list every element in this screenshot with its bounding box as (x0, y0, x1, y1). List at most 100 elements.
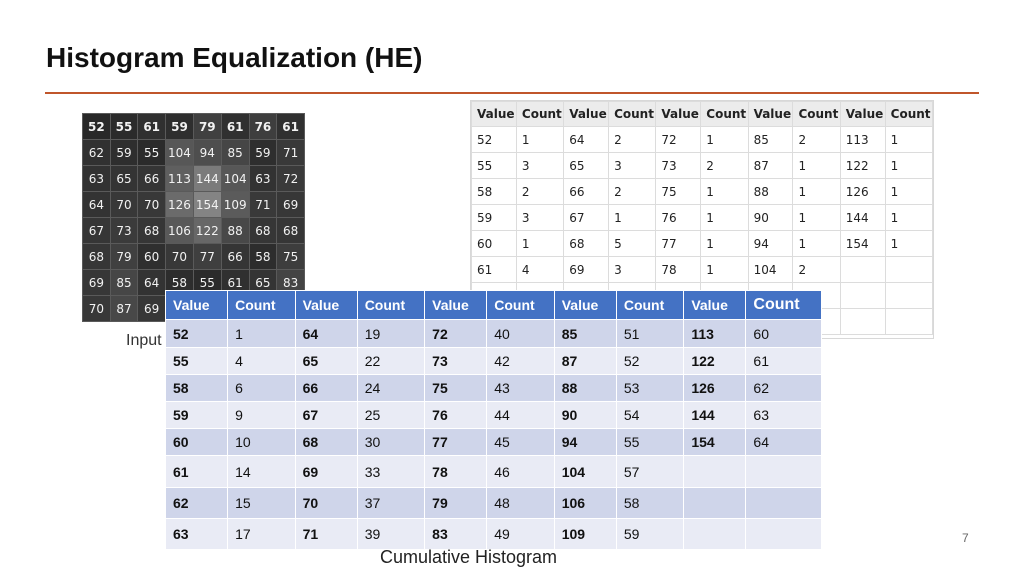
cumulative-histogram-table: Value Count Value Count Value Count Value Count… (164, 290, 822, 550)
image-row: 62 59 55 104 94 85 59 71 (82, 139, 305, 166)
pixel-cell: 71 (276, 139, 305, 166)
cumulative-header-cell: Count (615, 290, 685, 320)
cumulative-count-cell: 14 (227, 455, 296, 488)
histogram-cell: 1 (884, 126, 933, 153)
cumulative-value-cell: 60 (164, 428, 229, 456)
page-number: 7 (962, 531, 969, 545)
histogram-header-cell: Count (884, 101, 933, 127)
cumulative-count-cell: 51 (615, 319, 685, 348)
pixel-cell: 61 (137, 113, 167, 140)
histogram-cell: 85 (747, 126, 794, 153)
histogram-row: 61 4 69 3 78 1 104 2 (471, 256, 933, 283)
histogram-cell: 68 (563, 230, 610, 257)
pixel-cell: 113 (165, 165, 194, 192)
histogram-cell: 144 (839, 204, 886, 231)
pixel-cell: 55 (137, 139, 167, 166)
histogram-cell: 69 (563, 256, 610, 283)
cumulative-count-cell: 30 (356, 428, 426, 456)
cumulative-value-cell: 106 (553, 487, 617, 519)
cumulative-histogram-caption: Cumulative Histogram (380, 547, 558, 567)
histogram-header-cell: Count (792, 101, 841, 127)
cumulative-header-cell: Value (553, 290, 617, 320)
histogram-cell: 87 (747, 152, 794, 179)
pixel-cell: 73 (109, 217, 139, 244)
cumulative-count-cell: 22 (356, 347, 426, 375)
cumulative-count-cell: 25 (356, 401, 426, 429)
cumulative-value-cell: 68 (294, 428, 358, 456)
cumulative-value-cell: 94 (553, 428, 617, 456)
pixel-cell: 104 (165, 139, 194, 166)
slide-title: Histogram Equalization (HE) (46, 42, 423, 73)
histogram-cell: 66 (563, 178, 610, 205)
pixel-cell: 61 (220, 113, 250, 140)
histogram-header-cell: Value (655, 101, 702, 127)
cumulative-count-cell: 4 (227, 347, 296, 375)
histogram-cell: 1 (608, 204, 657, 231)
cumulative-value-cell: 76 (424, 401, 488, 429)
pixel-cell: 70 (137, 191, 167, 218)
cumulative-value-cell: 69 (294, 455, 358, 488)
cumulative-count-cell: 53 (615, 374, 685, 402)
cumulative-row: 55 4 65 22 73 42 87 52 122 61 (164, 347, 822, 375)
histogram-cell: 72 (655, 126, 702, 153)
histogram-cell: 59 (471, 204, 517, 231)
cumulative-value-cell: 52 (164, 319, 229, 348)
pixel-cell: 109 (220, 191, 250, 218)
histogram-cell: 2 (792, 126, 841, 153)
cumulative-count-cell: 54 (615, 401, 685, 429)
histogram-cell: 1 (792, 152, 841, 179)
histogram-cell: 1 (884, 178, 933, 205)
histogram-cell: 2 (608, 178, 657, 205)
cumulative-value-cell: 78 (424, 455, 488, 488)
pixel-cell: 63 (248, 165, 278, 192)
cumulative-header-cell: Value (683, 290, 747, 320)
pixel-cell: 126 (165, 191, 194, 218)
cumulative-count-cell: 45 (486, 428, 555, 456)
cumulative-count-cell: 42 (486, 347, 555, 375)
cumulative-value-cell: 90 (553, 401, 617, 429)
cumulative-count-cell: 63 (745, 401, 822, 429)
cumulative-value-cell: 83 (424, 518, 488, 550)
histogram-header-cell: Value (563, 101, 610, 127)
cumulative-value-cell (683, 455, 747, 488)
cumulative-value-cell: 55 (164, 347, 229, 375)
cumulative-value-cell: 62 (164, 487, 229, 519)
cumulative-count-cell: 49 (486, 518, 555, 550)
cumulative-count-cell: 37 (356, 487, 426, 519)
histogram-cell: 1 (515, 126, 565, 153)
histogram-cell: 126 (839, 178, 886, 205)
pixel-cell: 68 (248, 217, 278, 244)
cumulative-count-cell: 10 (227, 428, 296, 456)
cumulative-count-cell: 40 (486, 319, 555, 348)
histogram-cell: 75 (655, 178, 702, 205)
histogram-cell: 3 (515, 152, 565, 179)
pixel-cell: 64 (137, 269, 167, 296)
cumulative-value-cell: 72 (424, 319, 488, 348)
cumulative-count-cell: 61 (745, 347, 822, 375)
histogram-cell: 122 (839, 152, 886, 179)
image-row: 64 70 70 126 154 109 71 69 (82, 191, 305, 218)
histogram-cell: 1 (700, 230, 749, 257)
pixel-cell: 55 (109, 113, 139, 140)
histogram-cell: 65 (563, 152, 610, 179)
cumulative-value-cell: 63 (164, 518, 229, 550)
histogram-cell: 88 (747, 178, 794, 205)
cumulative-row: 59 9 67 25 76 44 90 54 144 63 (164, 401, 822, 429)
image-row: 68 79 60 70 77 66 58 75 (82, 243, 305, 270)
histogram-row: 58 2 66 2 75 1 88 1 126 1 (471, 178, 933, 205)
pixel-cell: 122 (192, 217, 222, 244)
pixel-cell: 79 (192, 113, 222, 140)
pixel-cell: 77 (192, 243, 222, 270)
cumulative-row: 60 10 68 30 77 45 94 55 154 64 (164, 428, 822, 456)
histogram-cell: 4 (515, 256, 565, 283)
histogram-cell: 58 (471, 178, 517, 205)
cumulative-row: 62 15 70 37 79 48 106 58 (164, 487, 822, 519)
cumulative-count-cell: 39 (356, 518, 426, 550)
title-divider (45, 92, 979, 94)
pixel-cell: 94 (192, 139, 222, 166)
histogram-cell: 90 (747, 204, 794, 231)
histogram-cell: 94 (747, 230, 794, 257)
pixel-cell: 58 (248, 243, 278, 270)
histogram-cell: 1 (884, 204, 933, 231)
pixel-cell: 68 (137, 217, 167, 244)
